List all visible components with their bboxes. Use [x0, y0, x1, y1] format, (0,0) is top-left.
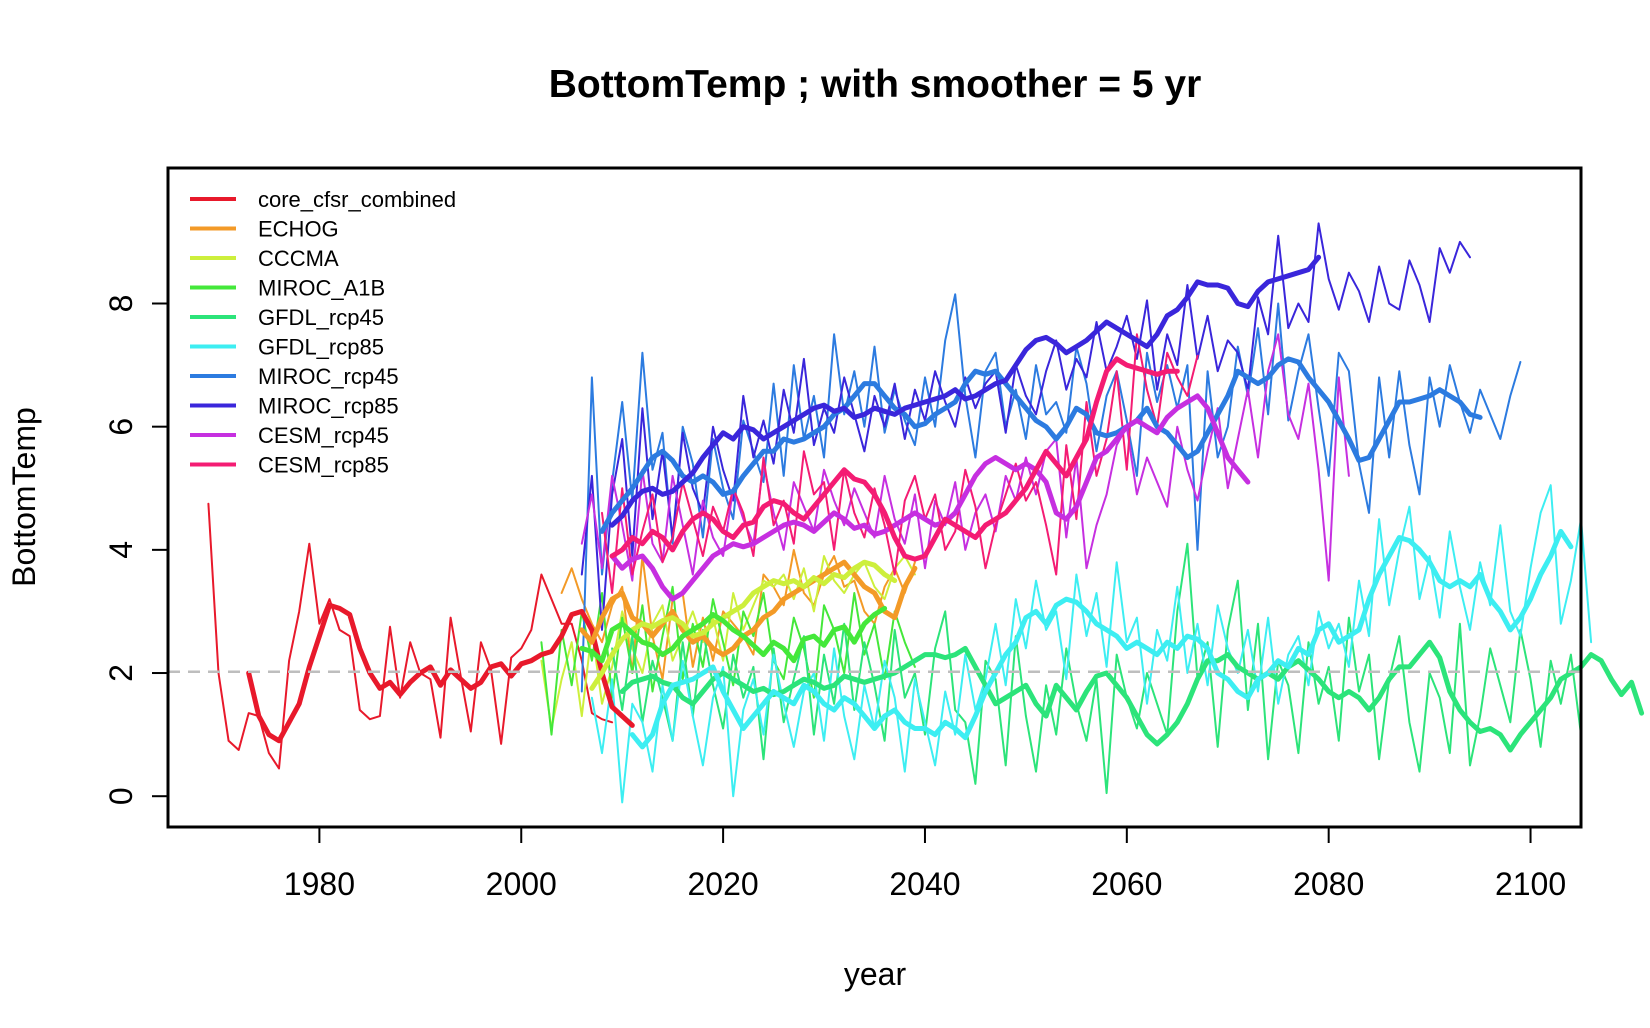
legend-label-9: CESM_rcp85 — [258, 453, 389, 478]
x-tick-label-2060: 2060 — [1091, 866, 1162, 902]
y-tick-label-6: 6 — [103, 418, 139, 436]
series-line-smooth-8 — [609, 393, 1251, 602]
x-tick-label-2080: 2080 — [1293, 866, 1364, 902]
series-line-raw-9 — [601, 333, 1199, 594]
legend-label-5: GFDL_rcp85 — [258, 335, 384, 360]
series-line-raw-0 — [207, 502, 614, 770]
x-tick-label-2020: 2020 — [688, 866, 759, 902]
y-tick-label-2: 2 — [103, 664, 139, 682]
legend-label-1: ECHOG — [258, 217, 339, 242]
series-line-smooth-5 — [629, 528, 1574, 750]
legend-label-0: core_cfsr_combined — [258, 187, 456, 212]
series-line-smooth-1 — [579, 559, 918, 658]
x-tick-label-2000: 2000 — [486, 866, 557, 902]
legend: core_cfsr_combined ECHOG CCCMA MIROC_A1B GFD… — [190, 187, 456, 478]
series-layer — [207, 222, 1645, 804]
series-line-smooth-7 — [609, 254, 1322, 528]
y-tick-label-8: 8 — [103, 295, 139, 313]
chart-title: BottomTemp ; with smoother = 5 yr — [549, 63, 1202, 106]
legend-label-2: CCCMA — [258, 246, 339, 271]
series-line-smooth-3 — [579, 605, 888, 664]
series-line-raw-4 — [611, 542, 1582, 795]
legend-label-8: CESM_rcp45 — [258, 423, 389, 448]
series-line-raw-5 — [590, 484, 1593, 804]
series-line-raw-1 — [560, 548, 916, 681]
x-tick-label-1980: 1980 — [284, 866, 355, 902]
x-tick-label-2040: 2040 — [889, 866, 960, 902]
y-tick-label-4: 4 — [103, 541, 139, 559]
series-line-smooth-4 — [619, 639, 1645, 753]
series-line-raw-6 — [580, 293, 1522, 693]
legend-label-3: MIROC_A1B — [258, 276, 385, 301]
legend-label-4: GFDL_rcp45 — [258, 305, 384, 330]
x-tick-label-2100: 2100 — [1495, 866, 1566, 902]
y-axis-label: BottomTemp — [6, 407, 42, 587]
axis-layer: 1980 2000 2020 2040 2060 2080 2100 0 2 4 6 8 — [103, 295, 1566, 902]
y-tick-label-0: 0 — [103, 787, 139, 805]
legend-label-7: MIROC_rcp85 — [258, 394, 399, 419]
series-line-smooth-2 — [589, 559, 898, 691]
series-line-smooth-0 — [246, 602, 635, 744]
series-line-smooth-9 — [609, 356, 1180, 562]
x-axis-label: year — [844, 956, 907, 992]
legend-label-6: MIROC_rcp45 — [258, 364, 399, 389]
series-line-smooth-6 — [599, 356, 1483, 534]
